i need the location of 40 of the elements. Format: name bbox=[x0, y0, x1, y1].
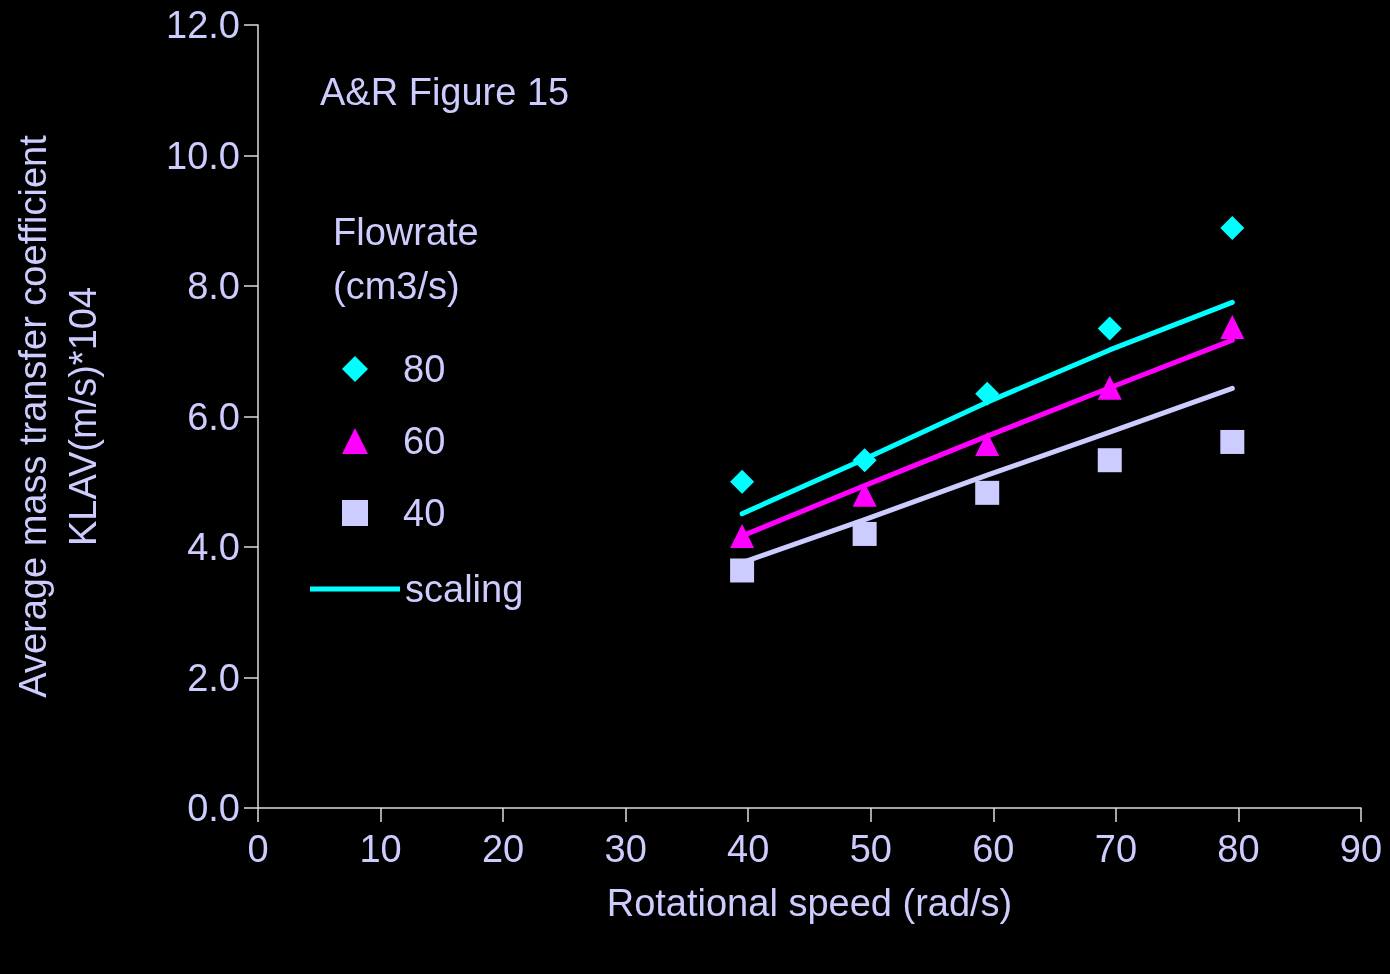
x-tick-label: 70 bbox=[1094, 828, 1138, 870]
y-axis-title: Average mass transfer coefficient KLAV(m/s)*104 bbox=[12, 134, 104, 698]
x-tick-label: 50 bbox=[849, 828, 892, 870]
point bbox=[1097, 448, 1122, 473]
y-tick-label: 10.0 bbox=[166, 134, 240, 177]
point bbox=[1220, 215, 1245, 240]
x-tick-label: 20 bbox=[481, 828, 525, 870]
point bbox=[852, 482, 877, 507]
x-tick-label: 90 bbox=[1339, 828, 1383, 870]
y-tick-label: 0.0 bbox=[187, 787, 240, 829]
x-tick-label: 80 bbox=[1217, 828, 1260, 870]
point bbox=[730, 558, 755, 583]
y-tick-label: 8.0 bbox=[187, 265, 240, 307]
legend-title: Flowrate (cm3/s) bbox=[333, 211, 479, 307]
point bbox=[975, 431, 1000, 456]
y-tick-label: 6.0 bbox=[187, 395, 240, 438]
legend-label: 60 bbox=[403, 420, 446, 462]
point bbox=[1220, 429, 1245, 454]
y-tick-label: 4.0 bbox=[187, 526, 240, 568]
x-tick-label: 30 bbox=[604, 828, 647, 870]
point bbox=[1097, 375, 1122, 400]
y-tick-label: 2.0 bbox=[187, 656, 240, 699]
x-axis-title: Rotational speed (rad/s) bbox=[606, 882, 1013, 924]
point bbox=[1220, 315, 1245, 340]
legend-label: 80 bbox=[403, 348, 446, 390]
x-tick-label: 10 bbox=[359, 828, 402, 870]
point bbox=[852, 521, 877, 546]
point bbox=[975, 381, 1000, 406]
point bbox=[730, 523, 755, 548]
point bbox=[1097, 316, 1122, 341]
point bbox=[730, 469, 755, 494]
annotation: A&R Figure 15 bbox=[320, 71, 570, 113]
point bbox=[975, 480, 1000, 505]
legend-label: scaling bbox=[405, 568, 524, 610]
point bbox=[852, 448, 877, 473]
x-tick-label: 40 bbox=[727, 828, 770, 870]
x-tick-label: 60 bbox=[972, 828, 1015, 870]
x-tick-label: 0 bbox=[247, 828, 269, 870]
legend-label: 40 bbox=[403, 492, 446, 534]
y-tick-label: 12.0 bbox=[166, 4, 240, 46]
